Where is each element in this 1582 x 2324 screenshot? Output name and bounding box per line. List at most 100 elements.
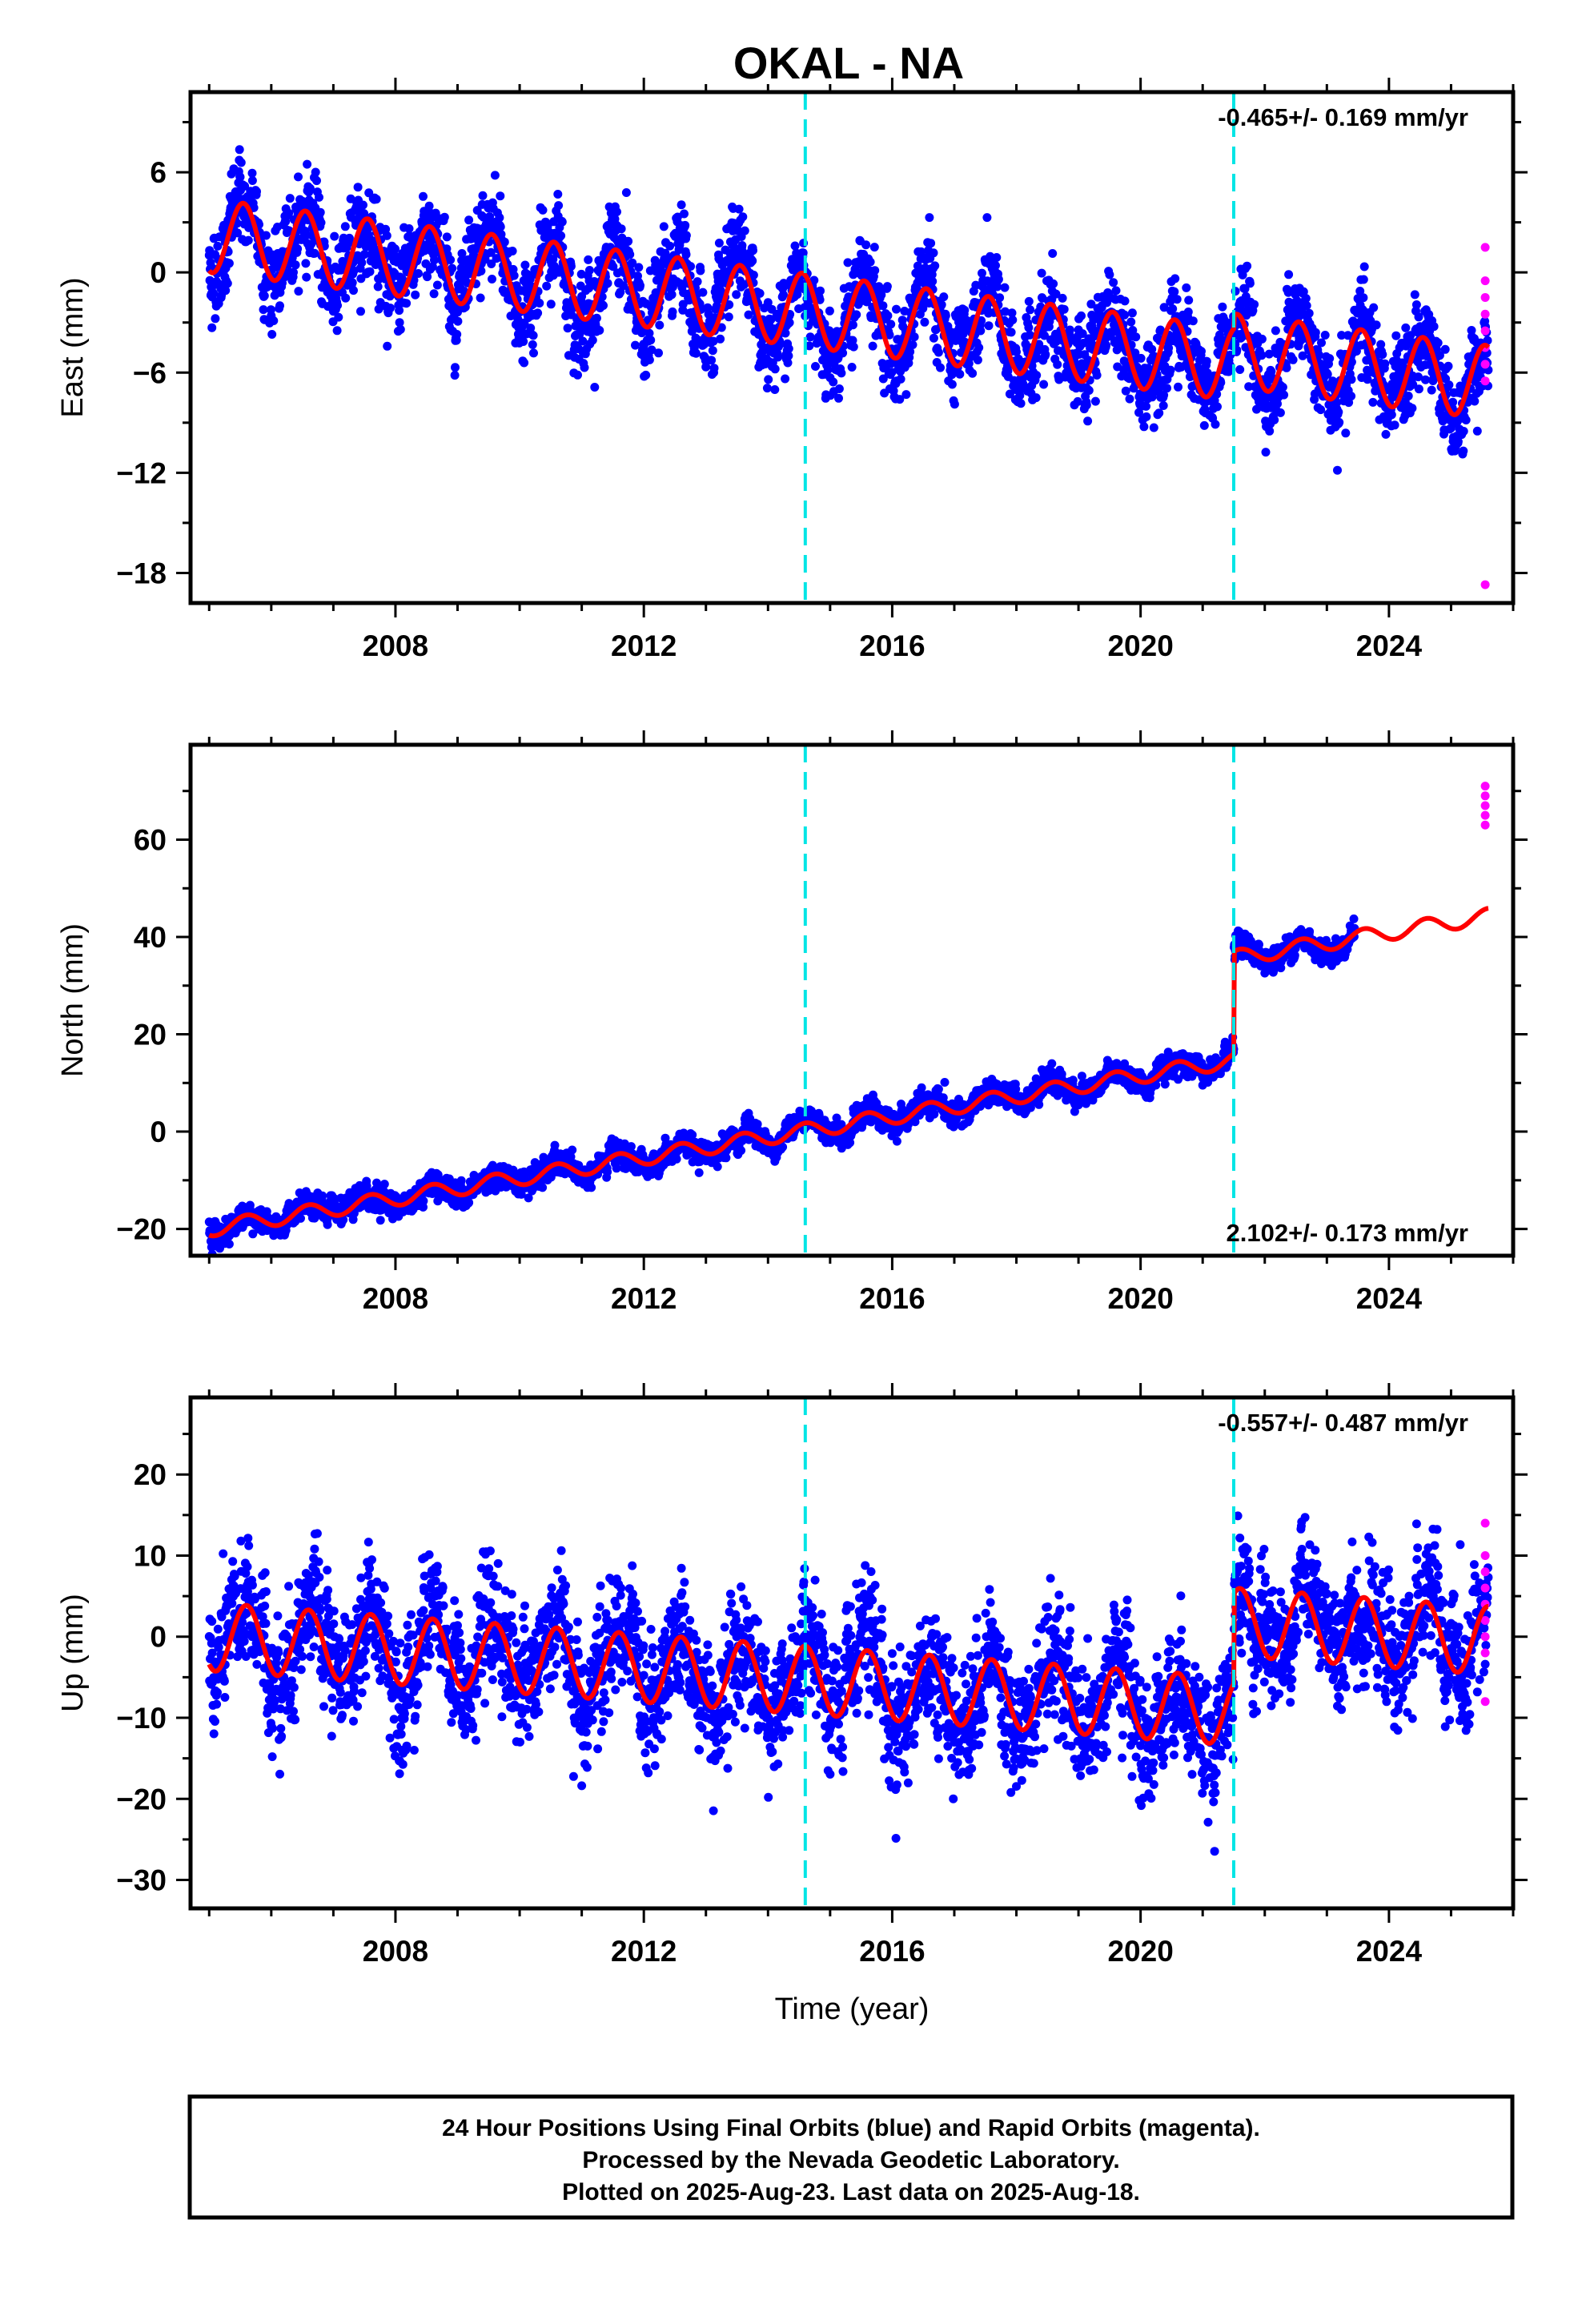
final-orbit-point [1211,420,1220,429]
final-orbit-point [641,370,651,380]
final-orbit-point [1264,349,1274,359]
final-orbit-point [1174,382,1182,392]
final-orbit-point [1257,351,1267,360]
final-orbit-point [233,228,243,238]
final-orbit-point [213,241,223,251]
final-orbit-point [1090,396,1100,406]
final-orbit-point [1429,322,1439,332]
final-orbit-point [877,290,886,300]
final-orbit-point [357,258,367,267]
figure-title: OKAL - NA [733,38,964,88]
final-orbit-point [340,222,350,231]
final-orbit-point [708,346,717,356]
final-orbit-point [535,299,544,308]
final-orbit-point [1182,283,1191,292]
final-orbit-point [1039,380,1049,389]
final-orbit-point [448,263,457,273]
final-orbit-point [1355,287,1365,296]
final-orbit-point [1311,328,1320,337]
final-orbit-point [209,289,219,299]
final-orbit-point [488,275,496,283]
rapid-orbit-point [1480,309,1490,319]
final-orbit-point [677,200,686,210]
final-orbit-point [1427,385,1436,395]
y-tick-label: −6 [133,356,167,389]
final-orbit-point [1235,365,1245,374]
y-tick-label: 0 [150,256,167,289]
y-tick-label: −18 [116,557,167,589]
final-orbit-point [1170,287,1179,296]
final-orbit-point [725,300,734,309]
final-orbit-point [1111,286,1121,296]
final-orbit-point [709,364,719,373]
final-orbit-point [1032,371,1042,380]
final-orbit-point [616,224,626,234]
final-orbit-point [375,1216,385,1225]
final-orbit-point [749,246,757,255]
final-orbit-point [557,217,567,227]
final-orbit-point [1284,270,1294,279]
final-orbit-point [542,281,552,291]
final-orbit-point [1159,390,1169,400]
final-orbit-point [686,262,696,271]
final-orbit-point [1065,325,1074,335]
final-orbit-point [1414,384,1423,394]
final-orbit-point [291,260,300,270]
final-orbit-point [419,1196,428,1206]
final-orbit-point [748,256,757,266]
final-orbit-point [341,293,351,303]
final-orbit-point [838,348,848,358]
final-orbit-point [1202,356,1211,366]
final-orbit-point [738,212,748,222]
final-orbit-point [429,289,439,299]
x-tick-label: 2020 [1107,629,1173,662]
final-orbit-point [929,248,938,258]
final-orbit-point [770,385,780,394]
final-orbit-point [588,336,597,345]
final-orbit-point [764,375,773,384]
final-orbit-point [223,279,232,288]
final-orbit-point [1302,301,1311,311]
final-orbit-point [762,384,772,393]
final-orbit-point [625,250,635,259]
final-orbit-point [712,301,721,311]
final-orbit-point [714,239,724,247]
final-orbit-point [805,332,815,342]
final-orbit-point [1005,389,1014,399]
final-orbit-point [668,307,677,316]
final-orbit-point [1368,397,1378,407]
final-orbit-point [221,286,231,296]
final-orbit-point [383,341,392,351]
final-orbit-point [385,292,395,301]
final-orbit-point [248,1229,258,1239]
final-orbit-point [848,336,857,345]
final-orbit-point [293,244,303,254]
final-orbit-point [1387,410,1396,420]
final-orbit-point [285,194,295,203]
final-orbit-point [825,306,834,316]
final-orbit-point [1347,357,1356,367]
final-orbit-point [573,370,582,380]
final-orbit-point [402,299,412,308]
final-orbit-point [595,326,604,335]
final-orbit-point [451,363,460,372]
final-orbit-point [1444,380,1454,390]
final-orbit-point [1271,326,1280,336]
final-orbit-point [1131,332,1141,342]
final-orbit-point [519,337,528,346]
final-orbit-point [1102,340,1111,350]
final-orbit-point [1000,283,1010,292]
final-orbit-point [1136,353,1146,363]
final-orbit-point [1282,363,1291,372]
final-orbit-point [930,261,940,271]
final-orbit-point [1212,389,1222,399]
east-frame [188,90,1516,605]
final-orbit-point [550,1140,560,1150]
final-orbit-point [1414,372,1423,382]
final-orbit-point [446,255,456,264]
final-orbit-point [1092,371,1102,380]
final-orbit-point [1105,270,1114,279]
final-orbit-point [245,1200,255,1210]
final-orbit-point [347,278,357,287]
final-orbit-point [1403,392,1413,400]
